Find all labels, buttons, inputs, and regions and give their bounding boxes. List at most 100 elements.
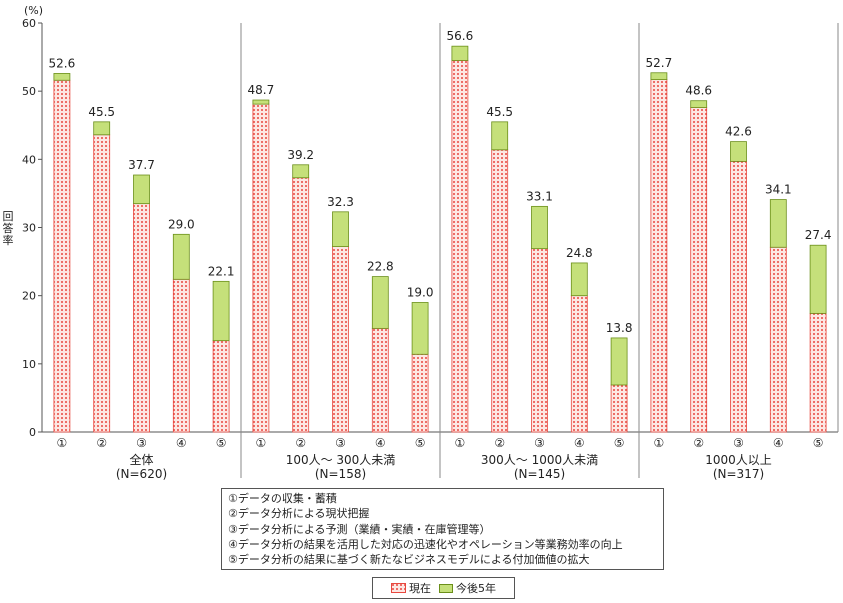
bar-current — [610, 384, 628, 433]
bar-future — [570, 262, 588, 297]
item-description: ④データ分析の結果を活用した対応の迅速化やオペレーション等業務効率の向上 — [228, 537, 623, 551]
item-description: ①データの収集・蓄積 — [228, 492, 337, 505]
x-tick-label: ④ — [773, 436, 784, 450]
bars — [53, 45, 827, 433]
y-tick-label: 50 — [22, 85, 36, 98]
bar-current — [371, 327, 389, 433]
data-label: 45.5 — [486, 105, 513, 119]
data-label: 22.1 — [208, 264, 235, 278]
item-description-box: ①データの収集・蓄積 ②データ分析による現状把握 ③データ分析による予測（業績・… — [221, 488, 664, 570]
group-n-label: (N=145) — [514, 467, 565, 481]
item-description: ③データ分析による予測（業績・実績・在庫管理等） — [228, 522, 491, 536]
data-label: 52.7 — [646, 56, 673, 70]
bar-current — [252, 103, 270, 433]
bar-current — [451, 60, 469, 433]
bar-current — [93, 134, 111, 433]
x-tick-label: ⑤ — [415, 436, 426, 450]
group-n-label: (N=158) — [315, 467, 366, 481]
bar-current — [53, 79, 71, 433]
bar-future — [809, 244, 827, 314]
bar-current — [809, 312, 827, 433]
y-unit-label: (%) — [24, 4, 43, 17]
x-tick-label: ① — [256, 436, 267, 450]
y-tick-label: 30 — [22, 222, 36, 235]
bar-current — [570, 295, 588, 433]
data-label: 27.4 — [805, 228, 832, 242]
legend: 現在 今後5年 — [372, 577, 515, 599]
bar-current — [172, 278, 190, 433]
bar-future — [769, 199, 787, 248]
data-label: 39.2 — [287, 148, 314, 162]
legend-label-current: 現在 — [409, 582, 431, 595]
bar-current — [411, 353, 429, 433]
x-tick-label: ① — [455, 436, 466, 450]
x-tick-label: ② — [693, 436, 704, 450]
bar-current — [292, 177, 310, 433]
y-axis-title: 回答率 — [3, 210, 14, 247]
bar-future — [610, 337, 628, 386]
x-tick-label: ④ — [574, 436, 585, 450]
bar-current — [769, 246, 787, 433]
bar-future — [133, 174, 150, 205]
bar-future — [252, 99, 270, 105]
x-tick-label: ③ — [136, 436, 147, 450]
x-tick-label: ④ — [176, 436, 187, 450]
x-tick-label: ⑤ — [614, 436, 625, 450]
bar-future — [93, 121, 111, 136]
x-tick-label: ⑤ — [813, 436, 824, 450]
x-tick-label: ④ — [375, 436, 386, 450]
data-label: 56.6 — [447, 29, 474, 43]
data-label: 48.7 — [248, 83, 275, 97]
bar-current — [650, 79, 668, 433]
y-axis-title-char: 率 — [3, 233, 14, 247]
data-label: 22.8 — [367, 260, 394, 274]
bar-future — [332, 211, 349, 247]
group-label: 1000人以上 — [705, 453, 772, 467]
group-label: 全体 — [129, 452, 153, 467]
legend-swatch-current — [391, 583, 406, 593]
data-label: 24.8 — [566, 246, 593, 260]
legend-item-future: 今後5年 — [439, 580, 496, 596]
data-label: 45.5 — [88, 105, 115, 119]
x-tick-label: ③ — [733, 436, 744, 450]
y-tick-label: 10 — [22, 358, 36, 371]
bar-current — [730, 160, 747, 433]
labels: 0 10 20 30 40 50 60 52.6 ① 45.5 ② 37.7 ③ 29.0 ④ 22.1 ⑤ 全体… — [22, 17, 831, 481]
y-tick-label: 60 — [22, 17, 36, 30]
bar-future — [531, 205, 548, 250]
bar-future — [292, 164, 310, 179]
group-label: 300人～ 1000人未満 — [481, 453, 598, 467]
bar-future — [172, 233, 190, 280]
bar-current — [332, 246, 349, 433]
bar-future — [730, 141, 747, 162]
bar-future — [650, 72, 668, 80]
bar-future — [690, 100, 708, 108]
x-tick-label: ② — [494, 436, 505, 450]
data-label: 34.1 — [765, 183, 792, 197]
y-tick-label: 0 — [29, 426, 36, 439]
data-label: 29.0 — [168, 217, 195, 231]
x-tick-label: ⑤ — [216, 436, 227, 450]
bar-future — [212, 280, 230, 342]
data-label: 19.0 — [407, 285, 434, 299]
legend-label-future: 今後5年 — [456, 582, 496, 595]
x-tick-label: ① — [57, 436, 68, 450]
item-description: ⑤データ分析の結果に基づく新たなビジネスモデルによる付加価値の拡大 — [228, 553, 590, 567]
data-label: 13.8 — [606, 321, 633, 335]
y-axis-title-char: 答 — [3, 221, 14, 235]
data-label: 52.6 — [49, 56, 76, 70]
data-label: 48.6 — [685, 84, 712, 98]
x-tick-label: ② — [295, 436, 306, 450]
group-label: 100人～ 300人未満 — [286, 453, 396, 467]
y-tick-label: 20 — [22, 290, 36, 303]
bar-future — [53, 73, 71, 81]
bar-current — [531, 248, 548, 433]
legend-item-current: 現在 — [391, 580, 431, 596]
data-label: 37.7 — [128, 158, 155, 172]
legend-swatch-future — [439, 583, 453, 593]
x-tick-label: ② — [96, 436, 107, 450]
bar-current — [133, 203, 150, 433]
y-tick-label: 40 — [22, 153, 36, 166]
group-n-label: (N=620) — [116, 467, 167, 481]
bar-future — [491, 121, 509, 151]
